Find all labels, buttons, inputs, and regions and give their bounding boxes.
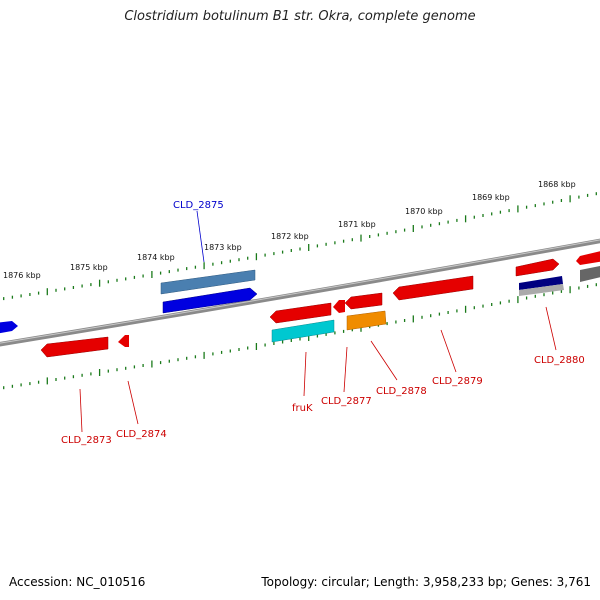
gene-cld-2880-grey[interactable] (519, 284, 564, 296)
leader-cld-2879 (440, 329, 457, 373)
leader-cld-2875 (196, 210, 205, 263)
gene-frukfrag[interactable] (269, 302, 332, 324)
scale-label-1876: 1876 kbp (3, 271, 41, 280)
gene-cld-2877[interactable] (333, 300, 345, 313)
gene-cld-2874[interactable] (118, 335, 129, 347)
inner-scale-ticks (3, 283, 597, 390)
genome-summary: Topology: circular; Length: 3,958,233 bp… (261, 575, 591, 589)
scale-label-1870: 1870 kbp (405, 207, 443, 216)
label-cld-2879[interactable]: CLD_2879 (432, 376, 483, 387)
label-cld-2878[interactable]: CLD_2878 (376, 386, 427, 397)
label-cld-2873[interactable]: CLD_2873 (61, 435, 112, 446)
leader-cld-2877 (343, 346, 348, 393)
gene-cld-2875-upper[interactable] (160, 269, 256, 295)
label-cld-2880[interactable]: CLD_2880 (534, 355, 585, 366)
scale-label-1873: 1873 kbp (204, 243, 242, 252)
scale-label-1869: 1869 kbp (472, 193, 510, 202)
outer-scale-ticks (3, 192, 597, 301)
label-cld-2877[interactable]: CLD_2877 (321, 396, 372, 407)
gene-cld-2879[interactable] (392, 275, 474, 301)
gene-fruK[interactable] (271, 319, 335, 343)
genome-title: Clostridium botulinum B1 str. Okra, comp… (124, 9, 476, 24)
gene-cld-2877b[interactable] (344, 292, 383, 310)
gene-cld-2875[interactable] (162, 287, 258, 314)
leader-cld-2873 (79, 388, 83, 433)
leader-cld-2880 (545, 306, 557, 351)
leader-fruK (303, 351, 307, 397)
label-cld-2875[interactable]: CLD_2875 (173, 200, 224, 211)
scale-label-1872: 1872 kbp (271, 232, 309, 241)
gene-right-red-edge[interactable] (576, 250, 600, 265)
gene-cld-2880[interactable] (519, 276, 563, 290)
gene-right-grey[interactable] (580, 265, 600, 282)
scale-label-1875: 1875 kbp (70, 263, 108, 272)
gene-cld-2873[interactable] (40, 336, 109, 358)
accession-text: Accession: NC_010516 (9, 575, 146, 589)
scale-label-1868: 1868 kbp (538, 180, 576, 189)
label-fruK[interactable]: fruK (292, 403, 313, 414)
gene-fragment-left[interactable] (0, 321, 18, 334)
gene-right-red[interactable] (515, 258, 560, 277)
label-cld-2874[interactable]: CLD_2874 (116, 429, 167, 440)
genome-backbone-highlight (0, 239, 600, 344)
leader-cld-2874 (127, 380, 139, 425)
genome-backbone (0, 238, 600, 347)
scale-label-1871: 1871 kbp (338, 220, 376, 229)
gene-cld-2878[interactable] (346, 310, 387, 331)
scale-label-1874: 1874 kbp (137, 253, 175, 262)
leader-cld-2878 (370, 340, 398, 381)
